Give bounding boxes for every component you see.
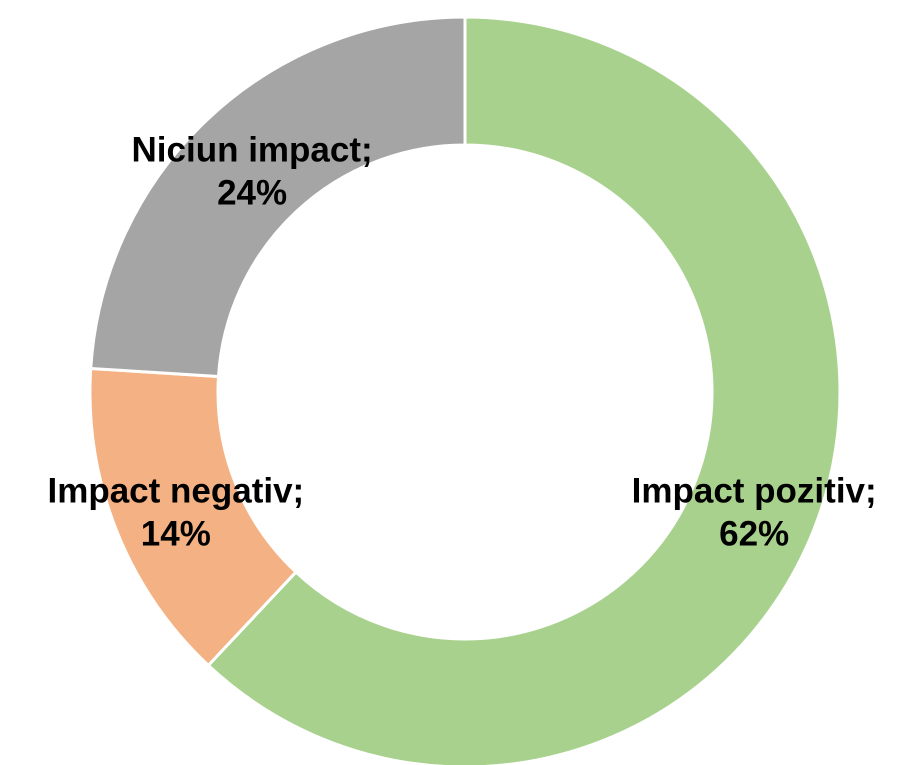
donut-slice [206,15,842,765]
donut-slice [89,15,467,379]
slice-category-label: Impact negativ; [47,472,304,511]
slice-category-label: Impact pozitiv; [632,472,877,511]
slice-value-label: 24% [217,174,287,213]
slice-value-label: 62% [719,515,789,554]
slice-category-label: Niciun impact; [132,131,373,170]
slice-value-label: 14% [141,515,211,554]
